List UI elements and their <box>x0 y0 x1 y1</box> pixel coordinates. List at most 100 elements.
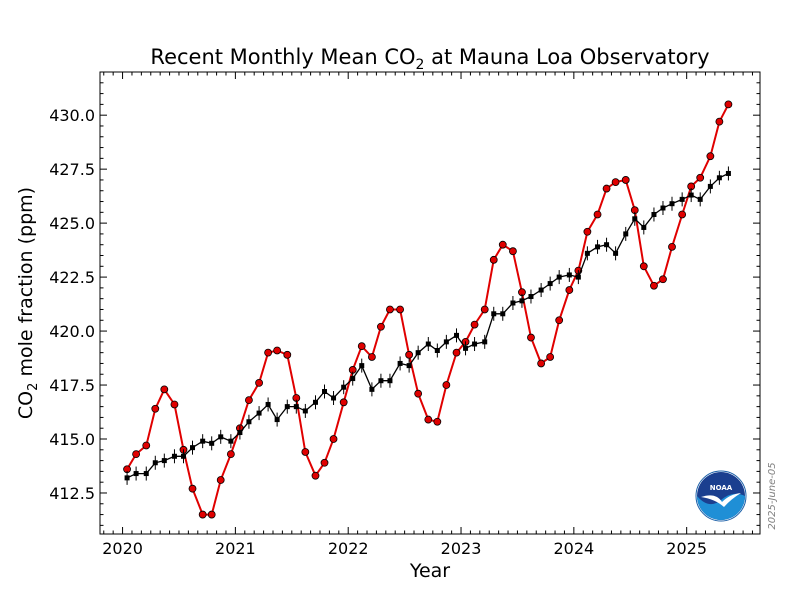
seasonally-corrected-point <box>707 183 713 189</box>
noaa-logo-bottom <box>697 493 745 520</box>
seasonally-corrected-point <box>604 242 610 248</box>
monthly-mean-point <box>273 346 282 355</box>
monthly-mean-point <box>659 275 667 284</box>
noaa-logo-text: NOAA <box>710 484 733 492</box>
monthly-mean-point <box>706 152 715 161</box>
seasonally-corrected-point <box>415 350 421 356</box>
plot-frame <box>99 71 761 535</box>
monthly-mean-point <box>470 320 479 329</box>
monthly-mean-point <box>283 350 292 359</box>
seasonally-corrected-point <box>302 408 308 414</box>
monthly-mean-point <box>424 415 433 424</box>
monthly-mean-point <box>311 471 320 480</box>
monthly-mean-point <box>555 316 564 325</box>
seasonally-corrected-point <box>482 339 488 345</box>
seasonally-corrected-point <box>359 363 365 369</box>
seasonally-corrected-point <box>463 345 469 351</box>
monthly-mean-point <box>678 210 687 219</box>
y-tick-label: 412.5 <box>49 484 95 503</box>
monthly-mean-point <box>498 240 507 249</box>
monthly-mean-point <box>442 381 451 389</box>
seasonally-corrected-point <box>575 274 581 280</box>
monthly-mean-point <box>216 476 225 484</box>
chart-title-subscript: 2 <box>416 57 425 73</box>
x-axis-title: Year <box>409 560 450 582</box>
monthly-mean-point <box>198 510 207 519</box>
monthly-mean-point <box>188 484 197 493</box>
monthly-mean-point <box>329 435 338 443</box>
seasonally-corrected-point <box>209 440 215 446</box>
seasonally-corrected-point <box>547 281 553 287</box>
monthly-mean-point <box>489 255 498 264</box>
seasonally-corrected-point <box>293 404 299 410</box>
y-axis-title-subscript: 2 <box>26 383 41 391</box>
monthly-mean-point <box>724 100 733 109</box>
y-axis-title: CO2 mole fraction (ppm) <box>15 187 41 419</box>
monthly-mean-point <box>565 286 574 294</box>
monthly-mean-point <box>301 448 310 456</box>
seasonally-corrected-point <box>584 250 590 256</box>
monthly-mean-point <box>668 242 676 251</box>
seasonally-corrected-point <box>716 175 722 181</box>
monthly-mean-point <box>583 227 592 236</box>
monthly-mean-point <box>611 178 620 187</box>
chart-title: Recent Monthly Mean CO2 at Mauna Loa Obs… <box>150 45 709 73</box>
seasonally-corrected-point <box>500 311 506 317</box>
monthly-mean-point <box>715 117 724 126</box>
x-tick-label: 2023 <box>441 539 482 558</box>
noaa-logo: NOAA <box>695 470 747 522</box>
monthly-mean-point <box>546 353 555 361</box>
seasonally-corrected-point <box>200 438 206 444</box>
monthly-mean-point <box>433 417 442 426</box>
seasonally-corrected-point <box>651 211 657 217</box>
x-tick-label: 2020 <box>102 539 143 558</box>
seasonally-corrected-point <box>143 471 149 477</box>
y-tick-label: 420.0 <box>49 322 95 341</box>
seasonally-corrected-point <box>312 399 318 405</box>
seasonally-corrected-point <box>623 231 629 237</box>
monthly-mean-point <box>357 342 366 351</box>
monthly-mean-point <box>414 389 423 398</box>
seasonally-corrected-point <box>331 395 337 401</box>
monthly-mean-point <box>132 450 141 459</box>
monthly-mean-point <box>696 173 705 182</box>
seasonally-corrected-point <box>697 196 703 202</box>
seasonally-corrected-point <box>566 272 572 278</box>
monthly-mean-point <box>480 305 489 314</box>
seasonally-corrected-point <box>613 250 619 256</box>
monthly-mean-point <box>367 353 376 361</box>
seasonally-corrected-point <box>556 274 562 280</box>
seasonally-corrected-point <box>180 453 186 459</box>
monthly-mean-point <box>405 350 414 359</box>
monthly-mean-point <box>602 184 611 193</box>
monthly-mean-point <box>537 359 546 368</box>
chart-title-rest: at Mauna Loa Observatory <box>424 45 709 69</box>
seasonally-corrected-point <box>725 170 731 176</box>
seasonally-corrected-point <box>538 287 544 293</box>
monthly-mean-point <box>621 176 630 184</box>
seasonally-corrected-point <box>256 410 262 416</box>
seasonally-corrected-point <box>688 192 694 198</box>
y-axis-title-prefix: CO <box>15 391 37 419</box>
seasonally-corrected-point <box>641 224 647 230</box>
monthly-mean-point <box>639 262 648 271</box>
seasonally-corrected-point <box>434 347 440 353</box>
x-tick-label: 2025 <box>666 539 707 558</box>
monthly-mean-point <box>650 281 658 290</box>
monthly-mean-point <box>452 348 461 357</box>
x-tick-label: 2022 <box>328 539 369 558</box>
series-seasonally-corrected <box>124 166 731 485</box>
seasonally-corrected-point <box>472 341 478 347</box>
seasonally-corrected-point <box>152 460 158 466</box>
date-stamp: 2025-June-05 <box>767 462 778 529</box>
monthly-mean-point <box>320 458 329 467</box>
seasonally-corrected-point <box>397 360 403 366</box>
x-tick-label: 2024 <box>553 539 594 558</box>
monthly-mean-point <box>264 348 273 357</box>
monthly-mean-point <box>593 210 602 219</box>
seasonally-corrected-point <box>387 378 393 384</box>
seasonally-corrected-point <box>322 389 328 395</box>
seasonally-corrected-point <box>443 339 449 345</box>
